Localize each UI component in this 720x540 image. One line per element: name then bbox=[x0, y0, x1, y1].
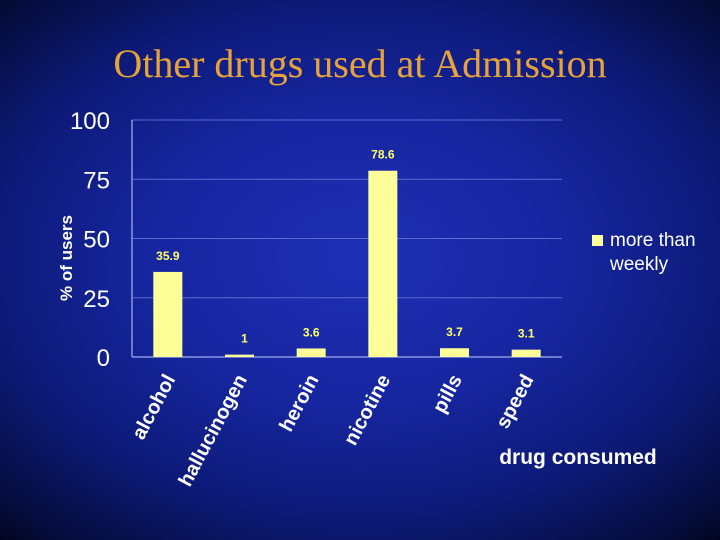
bar-heroin bbox=[296, 348, 326, 357]
bar-alcohol bbox=[153, 271, 183, 357]
data-label: 78.6 bbox=[371, 148, 395, 162]
y-tick-label: 0 bbox=[97, 345, 110, 372]
legend-swatch bbox=[592, 235, 603, 246]
y-tick-labels: 0 25 50 75 100 bbox=[70, 108, 110, 372]
y-tick-label: 100 bbox=[70, 108, 110, 135]
data-label: 3.6 bbox=[303, 325, 320, 339]
bar-pills bbox=[440, 348, 469, 357]
legend: more than weekly bbox=[592, 229, 720, 277]
bar-nicotine bbox=[368, 170, 398, 357]
y-tick-label: 50 bbox=[83, 227, 110, 254]
data-label: 3.1 bbox=[518, 327, 535, 341]
x-tick-label: alcohol bbox=[128, 371, 180, 443]
slide-title: Other drugs used at Admission bbox=[113, 41, 607, 86]
data-label: 1 bbox=[241, 332, 248, 346]
bar-speed bbox=[511, 349, 541, 357]
x-tick-label: hallucinogen bbox=[175, 371, 252, 490]
y-tick-label: 75 bbox=[83, 167, 110, 194]
data-labels: 35.9 1 3.6 78.6 3.7 3.1 bbox=[156, 148, 535, 346]
bars bbox=[153, 170, 541, 357]
x-tick-label: nicotine bbox=[340, 371, 395, 449]
y-tick-label: 25 bbox=[83, 286, 110, 313]
gridlines bbox=[131, 119, 562, 358]
y-axis-label: % of users bbox=[57, 215, 76, 301]
legend-label: more than weekly bbox=[610, 230, 696, 275]
data-label: 35.9 bbox=[156, 249, 180, 263]
x-tick-label: heroin bbox=[275, 371, 323, 435]
x-tick-label: speed bbox=[492, 371, 539, 432]
data-label: 3.7 bbox=[446, 325, 463, 339]
bar-hallucinogen bbox=[225, 354, 254, 357]
x-axis-label: drug consumed bbox=[499, 446, 657, 469]
x-tick-label: pills bbox=[429, 371, 467, 417]
